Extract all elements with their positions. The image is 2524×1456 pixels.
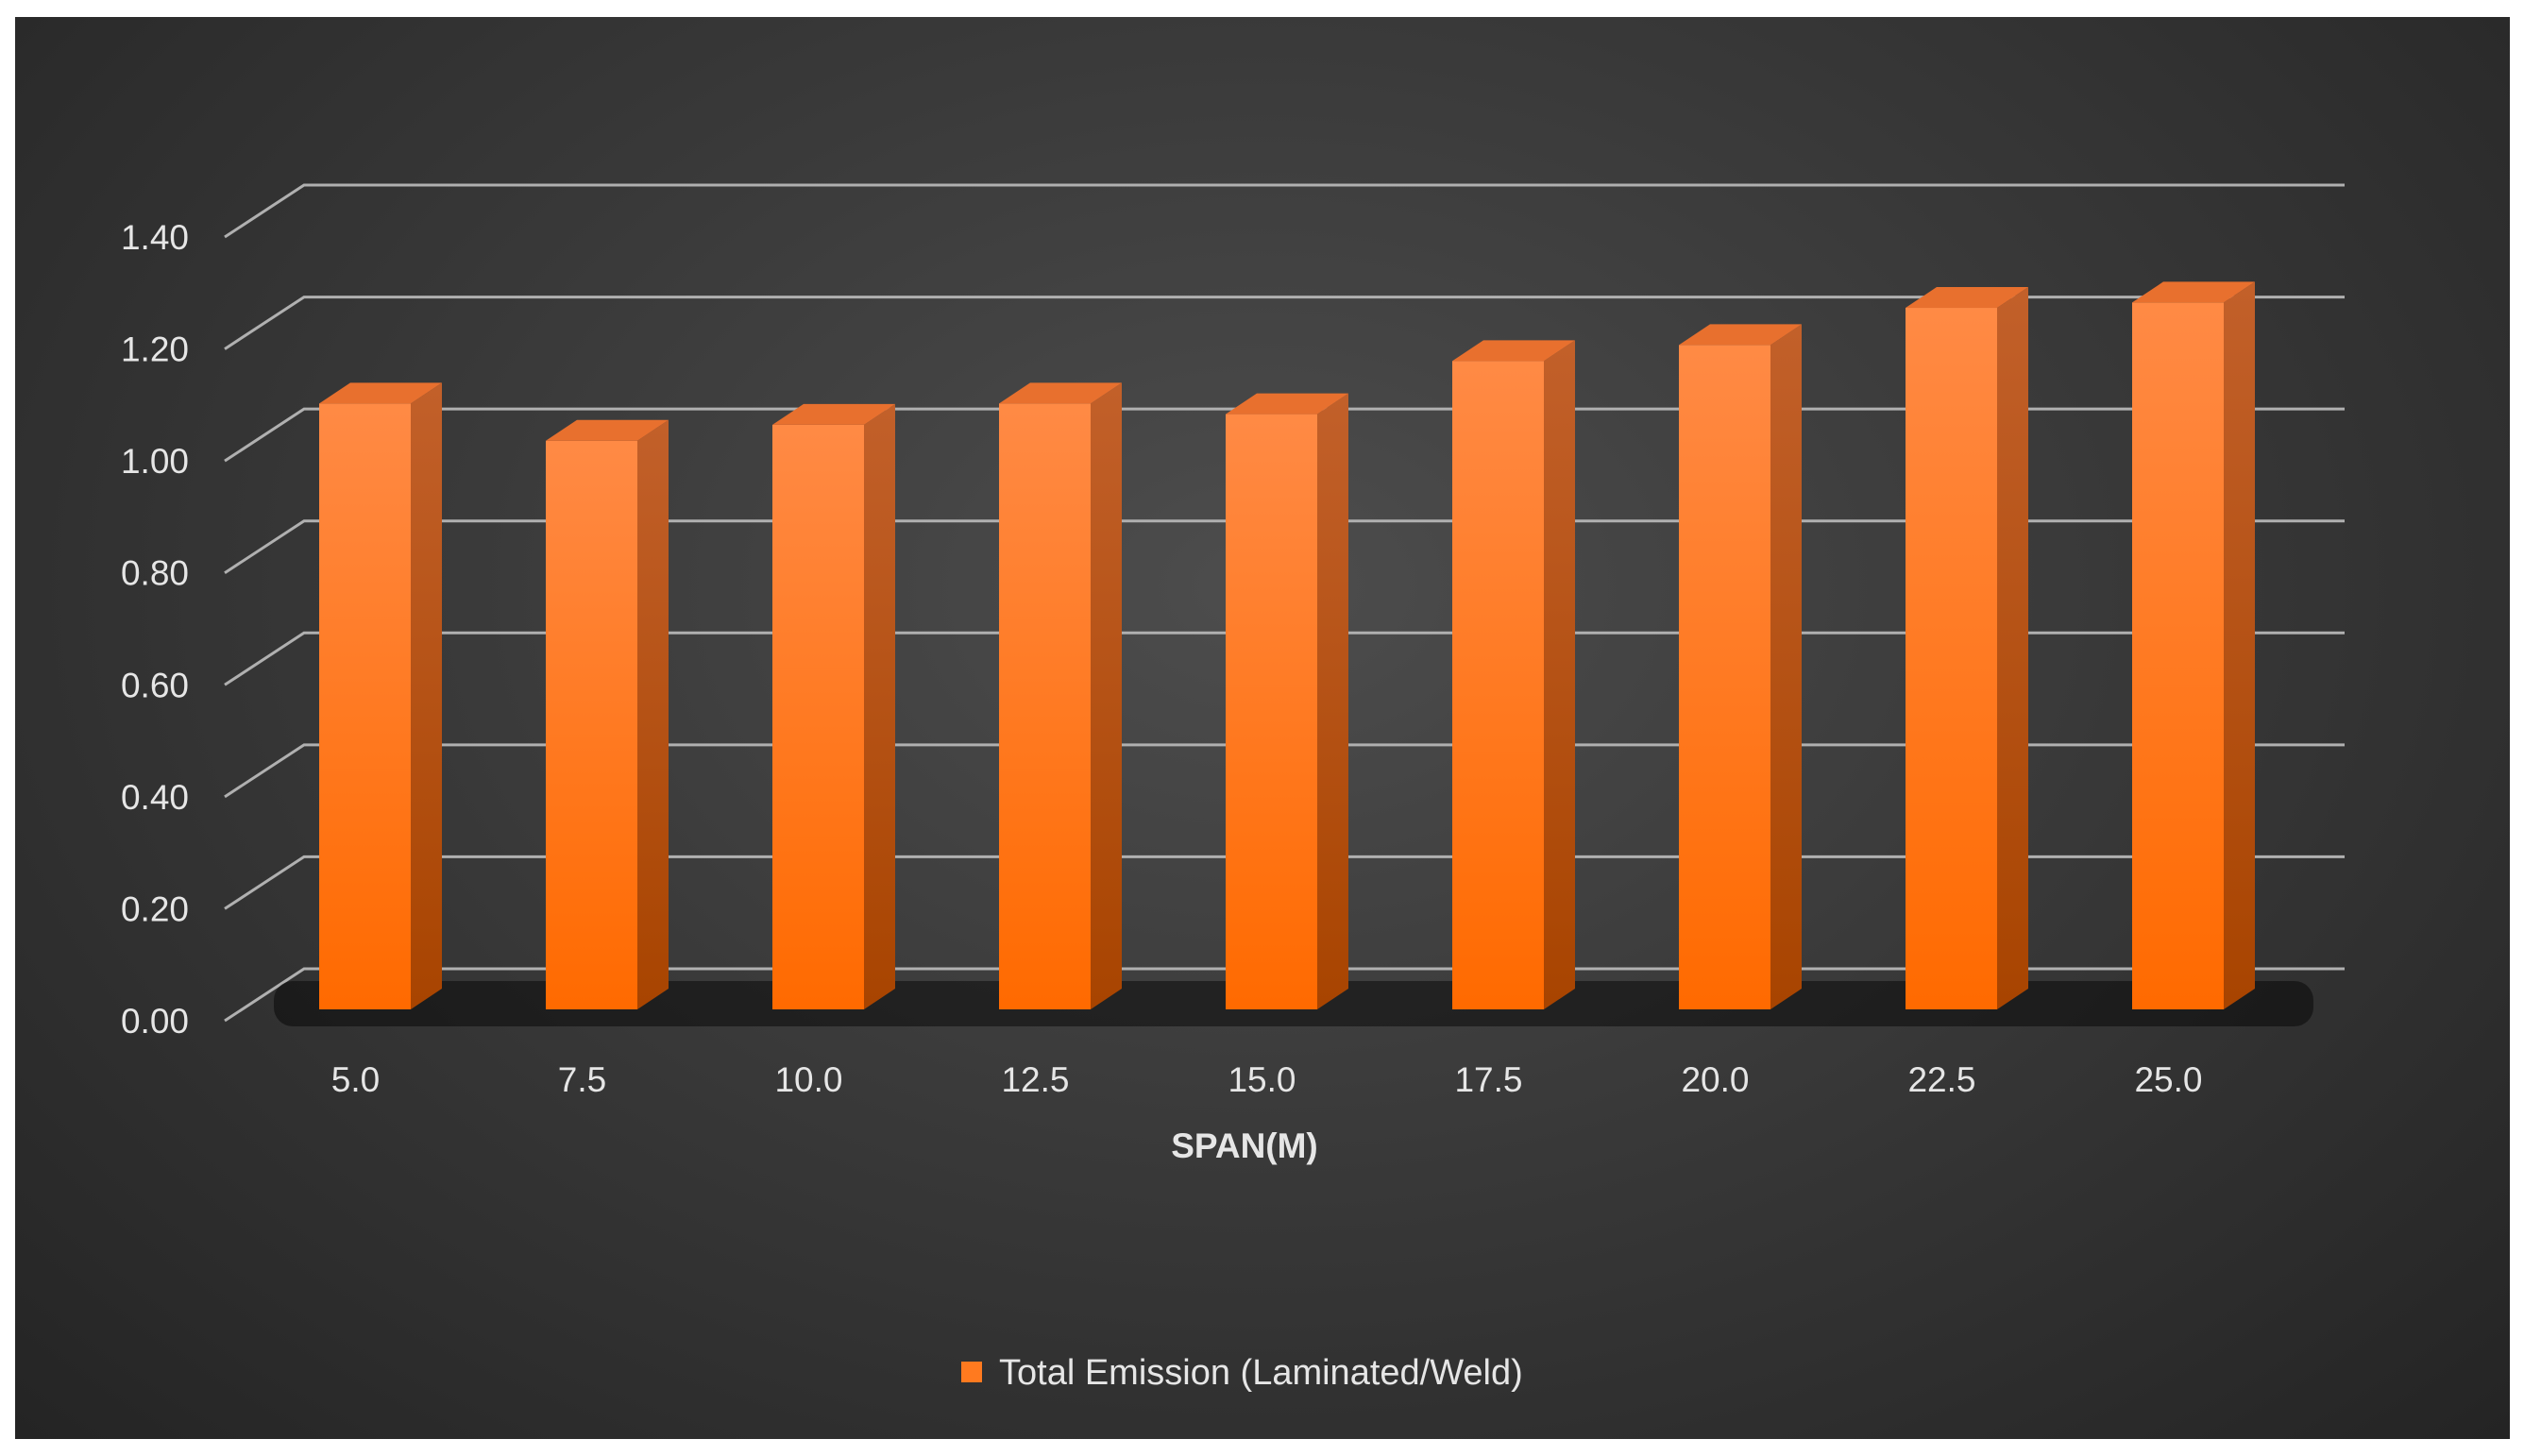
- bar-front: [546, 440, 637, 1009]
- y-tick-label: 0.40: [121, 778, 189, 817]
- bar-10.0: [772, 403, 895, 1009]
- y-tick-label: 0.60: [121, 666, 189, 704]
- x-tick-label: 22.5: [1907, 1060, 1975, 1099]
- gridline: [224, 743, 2345, 799]
- bar-front: [1226, 414, 1317, 1010]
- y-axis-ticks: 0.00 0.20 0.40 0.60 0.80 1.00 1.20 1.40: [121, 218, 189, 1041]
- bar-side: [864, 403, 895, 1009]
- bar-front: [999, 403, 1091, 1009]
- y-tick-label: 0.00: [121, 1002, 189, 1041]
- gridline: [224, 519, 2345, 574]
- bar-top: [2132, 281, 2255, 303]
- bar-25.0: [2132, 281, 2255, 1009]
- x-tick-label: 20.0: [1681, 1060, 1749, 1099]
- bar-22.5: [1906, 287, 2028, 1009]
- x-tick-label: 5.0: [331, 1060, 380, 1099]
- bar-top: [1452, 340, 1575, 362]
- bar-front: [1452, 361, 1544, 1009]
- bar-top: [772, 403, 895, 425]
- x-tick-label: 10.0: [774, 1060, 842, 1099]
- bar-12.5: [999, 382, 1122, 1009]
- y-tick-label: 1.40: [121, 218, 189, 257]
- bars: [319, 281, 2255, 1010]
- gridline: [224, 183, 2345, 239]
- x-tick-label: 25.0: [2134, 1060, 2202, 1099]
- bar-front: [319, 403, 411, 1009]
- legend-swatch: [961, 1362, 982, 1382]
- x-axis-title: SPAN(M): [1171, 1126, 1318, 1165]
- bar-side: [1317, 393, 1348, 1010]
- bar-side: [1770, 324, 1802, 1009]
- bar-front: [2132, 302, 2224, 1009]
- legend-label: Total Emission (Laminated/Weld): [999, 1353, 1523, 1393]
- bar-top: [546, 419, 669, 441]
- bar-top: [1679, 324, 1802, 346]
- bar-side: [1091, 382, 1122, 1009]
- bar-front: [772, 424, 864, 1009]
- bar-side: [411, 382, 442, 1009]
- y-tick-label: 0.20: [121, 889, 189, 928]
- bar-top: [999, 382, 1122, 404]
- x-tick-label: 17.5: [1454, 1060, 1522, 1099]
- bar-side: [637, 419, 669, 1009]
- bar-front: [1679, 345, 1770, 1009]
- x-tick-label: 15.0: [1228, 1060, 1296, 1099]
- gridline: [224, 967, 2345, 1023]
- gridline: [224, 407, 2345, 463]
- x-tick-label: 12.5: [1001, 1060, 1069, 1099]
- gridline: [224, 631, 2345, 686]
- bar-front: [1906, 308, 1997, 1009]
- gridline: [224, 855, 2345, 910]
- x-tick-label: 7.5: [558, 1060, 606, 1099]
- bar-side: [1997, 287, 2028, 1009]
- y-tick-label: 1.00: [121, 442, 189, 481]
- gridlines: [224, 183, 2345, 1023]
- bar-15.0: [1226, 393, 1348, 1010]
- bar-7.5: [546, 419, 669, 1009]
- bar-17.5: [1452, 340, 1575, 1009]
- y-tick-label: 0.80: [121, 554, 189, 593]
- bar-5.0: [319, 382, 442, 1009]
- bar-side: [1544, 340, 1575, 1009]
- y-tick-label: 1.20: [121, 330, 189, 369]
- x-axis-ticks: 5.0 7.5 10.0 12.5 15.0 17.5 20.0 22.5 25.0: [331, 1060, 2203, 1099]
- gridline: [224, 296, 2345, 350]
- bar-top: [1906, 287, 2028, 309]
- legend: Total Emission (Laminated/Weld): [961, 1353, 1523, 1393]
- bar-top: [319, 382, 442, 404]
- bar-side: [2224, 281, 2255, 1009]
- bar-top: [1226, 393, 1348, 415]
- bar-20.0: [1679, 324, 1802, 1009]
